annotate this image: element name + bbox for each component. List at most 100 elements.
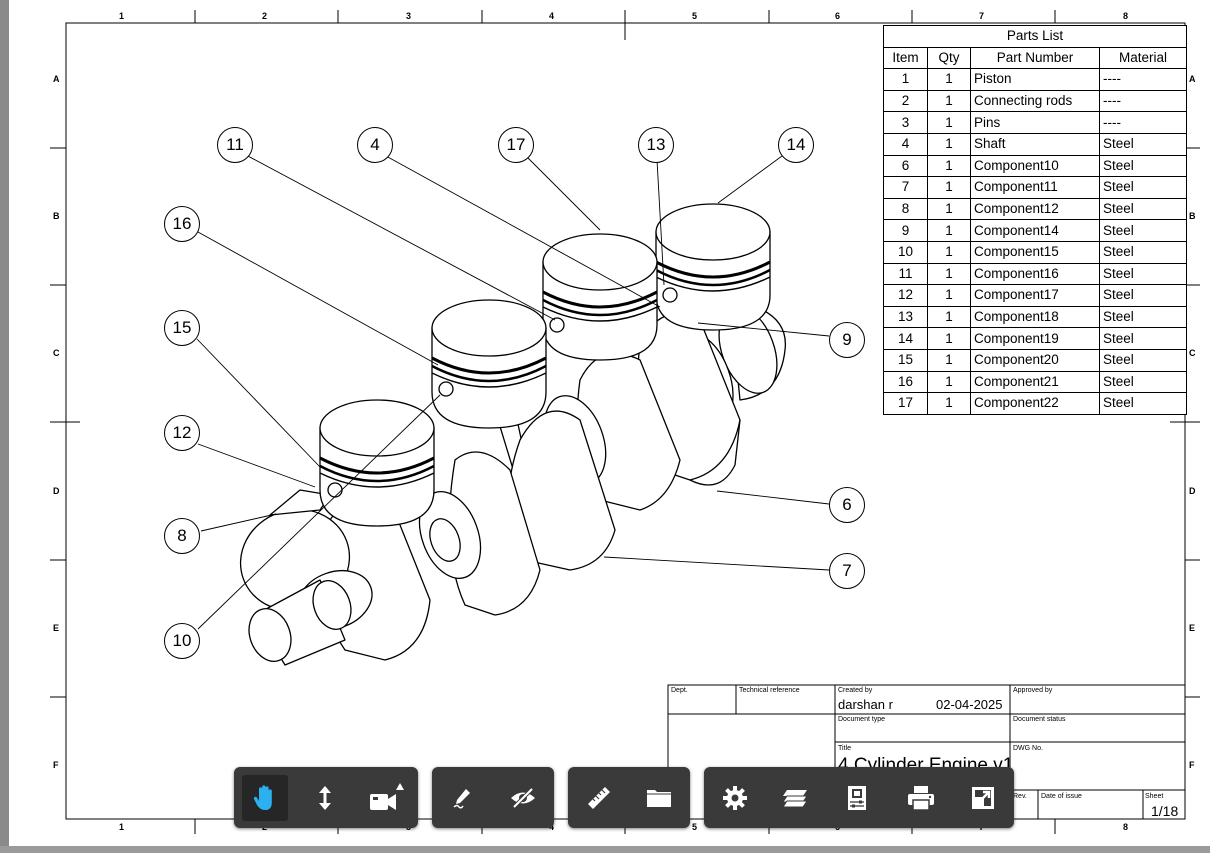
material-cell: Steel (1099, 132, 1187, 156)
material-cell: Steel (1099, 154, 1187, 178)
parts-list-row: 7 1 Component11 Steel (883, 176, 1187, 199)
zone-col-label: 2 (262, 11, 268, 21)
part-number-cell: Component15 (970, 240, 1100, 264)
model-browser-button[interactable] (636, 775, 682, 821)
dwg-no-label: DWG No. (1013, 745, 1043, 752)
parts-list-row: 8 1 Component12 Steel (883, 197, 1187, 221)
balloon[interactable]: 14 (778, 127, 814, 163)
balloon[interactable]: 13 (638, 127, 674, 163)
zone-col-label: 5 (692, 822, 698, 832)
hide-button[interactable] (500, 775, 546, 821)
balloon-number: 10 (172, 631, 192, 650)
material-cell: Steel (1099, 370, 1187, 394)
parts-list-table: Parts List Item Qty Part Number Material… (883, 25, 1187, 415)
settings-gear-icon (723, 786, 747, 810)
balloon-number: 7 (842, 561, 852, 580)
zone-col-label: 3 (406, 11, 412, 21)
pan-hand-button[interactable] (242, 775, 288, 821)
item-cell: 15 (883, 348, 928, 372)
part-number-cell: Shaft (970, 132, 1100, 156)
qty-cell: 1 (927, 370, 971, 394)
part-number-cell: Component12 (970, 197, 1100, 221)
hide-eye-icon (511, 787, 535, 809)
part-number-cell: Component22 (970, 392, 1100, 415)
zone-row-label: B (1189, 211, 1196, 221)
item-cell: 16 (883, 370, 928, 394)
qty-cell: 1 (927, 132, 971, 156)
measure-ruler-icon (588, 787, 610, 809)
parts-list-row: 16 1 Component21 Steel (883, 370, 1187, 394)
material-cell: Steel (1099, 219, 1187, 242)
zone-row-label: E (53, 623, 60, 633)
toolbar-group-navigation (234, 767, 418, 828)
sheet-label: Sheet (1145, 793, 1164, 800)
parts-list-row: 11 1 Component16 Steel (883, 262, 1187, 286)
document-status-label: Document status (1013, 716, 1066, 723)
balloon[interactable]: 11 (217, 127, 253, 163)
print-icon (908, 786, 934, 811)
column-header-part-number: Part Number (970, 46, 1100, 70)
piston-4 (655, 203, 771, 331)
balloon[interactable]: 16 (164, 206, 200, 242)
zone-row-label: F (53, 760, 59, 770)
material-cell: Steel (1099, 284, 1187, 307)
qty-cell: 1 (927, 219, 971, 242)
balloon[interactable]: 9 (829, 322, 865, 358)
zone-row-label: F (1189, 760, 1195, 770)
balloon[interactable]: 12 (164, 415, 200, 451)
dept-label: Dept. (671, 687, 688, 694)
balloon[interactable]: 8 (164, 518, 200, 554)
zone-row-label: A (1189, 74, 1196, 84)
part-number-cell: Piston (970, 68, 1100, 91)
zone-col-label: 1 (119, 822, 125, 832)
item-cell: 2 (883, 89, 928, 113)
piston-1 (319, 399, 435, 527)
rev-label: Rev. (1013, 793, 1027, 800)
parts-list-row: 14 1 Component19 Steel (883, 327, 1187, 350)
folder-icon (647, 790, 671, 807)
settings-button[interactable] (712, 775, 758, 821)
zone-col-label: 5 (692, 11, 698, 21)
balloon[interactable]: 17 (498, 127, 534, 163)
fullscreen-button[interactable] (960, 775, 1006, 821)
layers-button[interactable] (772, 775, 818, 821)
measure-button[interactable] (576, 775, 622, 821)
vertical-move-button[interactable] (302, 775, 348, 821)
balloon[interactable]: 7 (829, 553, 865, 589)
zone-col-label: 6 (835, 11, 841, 21)
date-of-issue-label: Date of issue (1041, 793, 1082, 800)
part-number-cell: Connecting rods (970, 89, 1100, 113)
properties-button[interactable] (834, 775, 880, 821)
zone-row-label: B (53, 211, 60, 221)
zone-col-label: 8 (1123, 11, 1129, 21)
zone-row-label: A (53, 74, 60, 84)
markup-button[interactable] (440, 775, 486, 821)
parts-list-row: 10 1 Component15 Steel (883, 240, 1187, 264)
balloon-number: 16 (172, 214, 192, 233)
balloon[interactable]: 15 (164, 310, 200, 346)
fullscreen-icon (972, 787, 994, 809)
created-by-value: darshan r (838, 697, 893, 712)
parts-list-row: 6 1 Component10 Steel (883, 154, 1187, 178)
balloon[interactable]: 6 (829, 487, 865, 523)
material-cell: Steel (1099, 305, 1187, 329)
item-cell: 8 (883, 197, 928, 221)
markup-pencil-icon (453, 789, 470, 809)
item-cell: 17 (883, 392, 928, 415)
camera-view-button[interactable] (364, 775, 410, 821)
material-cell: Steel (1099, 327, 1187, 350)
parts-list-row: 13 1 Component18 Steel (883, 305, 1187, 329)
parts-list-body: 1 1 Piston ---- 2 1 Connecting rods ---- 3 1 Pins -… (883, 68, 1187, 415)
zone-row-label: D (53, 486, 60, 496)
column-header-material: Material (1099, 46, 1187, 70)
parts-list-row: 4 1 Shaft Steel (883, 132, 1187, 156)
balloon[interactable]: 4 (357, 127, 393, 163)
parts-list-row: 12 1 Component17 Steel (883, 284, 1187, 307)
created-date-value: 02-04-2025 (936, 697, 1003, 712)
leader-lines (196, 154, 830, 630)
toolbar-group-markup (432, 767, 554, 828)
print-button[interactable] (898, 775, 944, 821)
zone-row-label: C (1189, 348, 1196, 358)
balloon[interactable]: 10 (164, 623, 200, 659)
